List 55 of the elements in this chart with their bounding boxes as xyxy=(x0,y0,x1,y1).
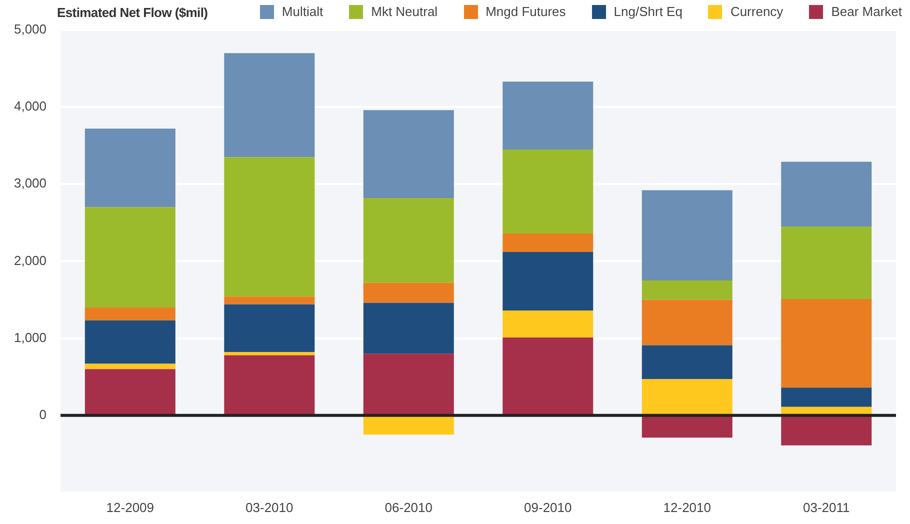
bar xyxy=(363,282,454,303)
bar xyxy=(502,149,594,234)
bar xyxy=(781,298,872,388)
bar xyxy=(363,198,454,283)
bar xyxy=(363,416,454,435)
x-tick-label: 12-2009 xyxy=(106,500,154,515)
legend-label: Bear Market xyxy=(831,4,902,19)
x-tick-label: 09-2010 xyxy=(524,500,572,515)
legend-label: Mngd Futures xyxy=(486,4,566,19)
legend-label: Lng/Shrt Eq xyxy=(614,4,682,19)
y-tick-label: 4,000 xyxy=(14,98,47,114)
bar xyxy=(781,416,872,446)
x-tick-label: 03-2011 xyxy=(803,500,850,515)
bar xyxy=(642,300,732,346)
bar xyxy=(224,296,315,304)
bar xyxy=(642,345,732,380)
bar xyxy=(363,354,454,414)
bar xyxy=(84,320,176,364)
y-tick-label: 2,000 xyxy=(14,252,47,268)
bar xyxy=(224,304,315,352)
legend-label: Currency xyxy=(730,4,784,19)
bar xyxy=(781,162,872,227)
bar xyxy=(84,307,176,321)
y-tick-label: 5,000 xyxy=(14,22,47,37)
bar xyxy=(642,379,732,414)
bar xyxy=(781,226,872,299)
x-tick-label: 12-2010 xyxy=(663,500,711,515)
legend-label: Mkt Neutral xyxy=(371,4,438,19)
bar xyxy=(502,252,594,311)
x-tick-label: 03-2010 xyxy=(246,500,294,515)
bar xyxy=(642,280,732,300)
bar xyxy=(224,157,315,297)
bar xyxy=(84,369,176,414)
bar xyxy=(642,416,732,438)
chart-title: Estimated Net Flow ($mil) xyxy=(57,5,208,20)
bar xyxy=(84,364,176,370)
bar xyxy=(224,355,315,414)
bar xyxy=(224,53,315,158)
bar xyxy=(502,310,594,338)
bar xyxy=(502,337,594,414)
bar xyxy=(363,302,454,354)
bar xyxy=(502,82,594,150)
x-tick-label: 06-2010 xyxy=(384,500,433,515)
bar xyxy=(363,110,454,198)
bar xyxy=(84,207,176,308)
y-tick-label: 3,000 xyxy=(14,176,47,191)
y-tick-label: 0 xyxy=(39,406,47,422)
legend-label: Multialt xyxy=(282,4,324,19)
bar xyxy=(224,352,315,356)
bar xyxy=(781,406,872,414)
bar xyxy=(781,388,872,407)
bar xyxy=(84,128,176,208)
y-tick-label: 1,000 xyxy=(14,330,47,345)
bar xyxy=(642,190,732,280)
bar xyxy=(502,233,594,252)
